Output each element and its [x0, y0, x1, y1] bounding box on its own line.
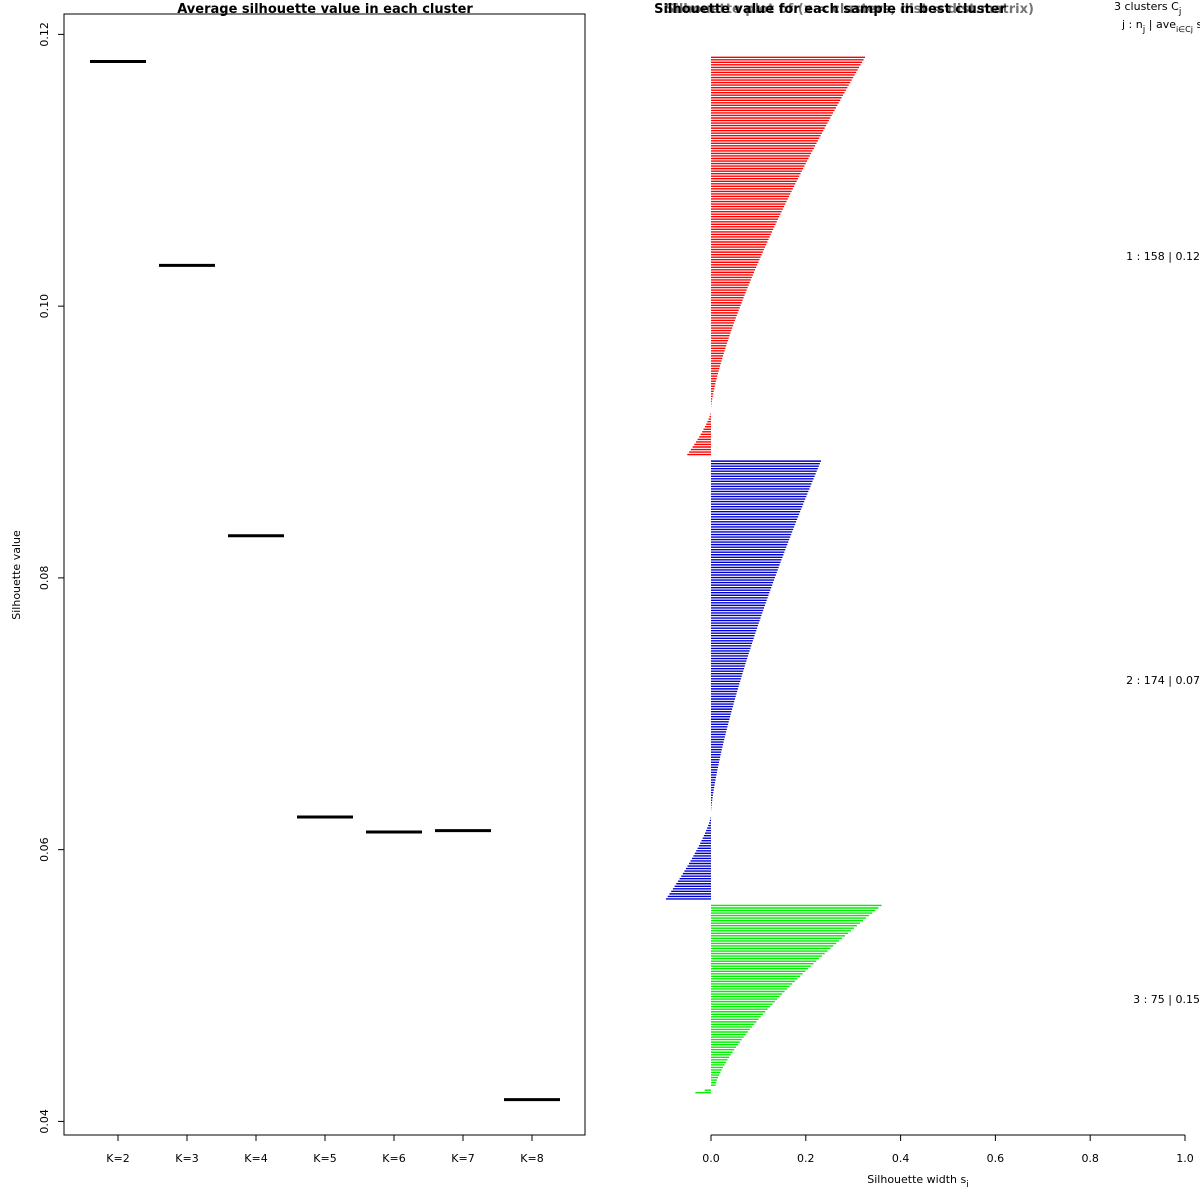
cluster-3-label: 3 : 75 | 0.15: [1133, 993, 1200, 1006]
silhouette-bars: [665, 56, 882, 1094]
legend-header: 3 clusters Cj: [1114, 0, 1181, 17]
right-x-tick-label: 1.0: [1176, 1152, 1194, 1165]
left-y-ticks: 0.04 0.06 0.08 0.10 0.12: [38, 22, 64, 1134]
right-x-tick-label: 0.2: [797, 1152, 815, 1165]
right-x-axis-label: Silhouette width si: [867, 1173, 969, 1190]
left-y-tick-label: 0.08: [38, 566, 51, 591]
left-x-tick-label: K=3: [175, 1152, 198, 1165]
legend-subheader-sub2: i∈Cj: [1176, 25, 1193, 34]
right-x-tick-label: 0.6: [987, 1152, 1005, 1165]
legend-subheader-tail: s: [1193, 18, 1200, 31]
legend-header-main: 3 clusters C: [1114, 0, 1179, 13]
right-x-tick-label: 0.8: [1081, 1152, 1099, 1165]
right-x-ticks: 0.0 0.2 0.4 0.6 0.8 1.0: [702, 1135, 1194, 1165]
left-x-tick-label: K=6: [382, 1152, 405, 1165]
right-chart-title: Silhouette value for each sample in best…: [654, 2, 1006, 17]
left-x-tick-label: K=2: [106, 1152, 129, 1165]
left-y-axis-label: Silhouette value: [10, 530, 23, 620]
left-y-tick-label: 0.06: [38, 837, 51, 862]
legend-subheader-main: j : n: [1121, 18, 1143, 31]
right-x-tick-label: 0.4: [892, 1152, 910, 1165]
left-series: [90, 60, 560, 1102]
left-y-tick-label: 0.10: [38, 294, 51, 319]
right-x-axis-label-sub: i: [966, 1180, 969, 1190]
left-x-tick-label: K=8: [520, 1152, 543, 1165]
left-x-tick-label: K=5: [313, 1152, 336, 1165]
legend-subheader-sub1: j: [1142, 25, 1146, 35]
left-x-tick-label: K=4: [244, 1152, 267, 1165]
cluster-2-label: 2 : 174 | 0.07: [1126, 674, 1200, 687]
left-plot-frame: [63, 13, 586, 1136]
left-chart: Average silhouette value in each cluster…: [10, 2, 586, 1165]
left-chart-title: Average silhouette value in each cluster: [177, 2, 473, 17]
left-y-tick-label: 0.12: [38, 22, 51, 47]
left-x-tick-label: K=7: [451, 1152, 474, 1165]
right-chart-overlay-title: Silhouette plot of (x = clusters, dist =…: [665, 2, 1034, 17]
legend-subheader: j : nj | avei∈Cj s: [1121, 18, 1200, 35]
left-x-ticks: K=2 K=3 K=4 K=5 K=6 K=7 K=8: [106, 1135, 544, 1165]
right-x-axis-label-main: Silhouette width s: [867, 1173, 966, 1186]
cluster-1-label: 1 : 158 | 0.12: [1126, 250, 1200, 263]
left-y-tick-label: 0.04: [38, 1109, 51, 1134]
legend-header-sub: j: [1178, 7, 1182, 17]
right-chart: Silhouette value for each sample in best…: [654, 0, 1200, 1190]
legend-subheader-rest: | ave: [1145, 18, 1176, 31]
right-x-tick-label: 0.0: [702, 1152, 720, 1165]
cluster-labels: 1 : 158 | 0.12 2 : 174 | 0.07 3 : 75 | 0.1…: [1126, 250, 1200, 1006]
